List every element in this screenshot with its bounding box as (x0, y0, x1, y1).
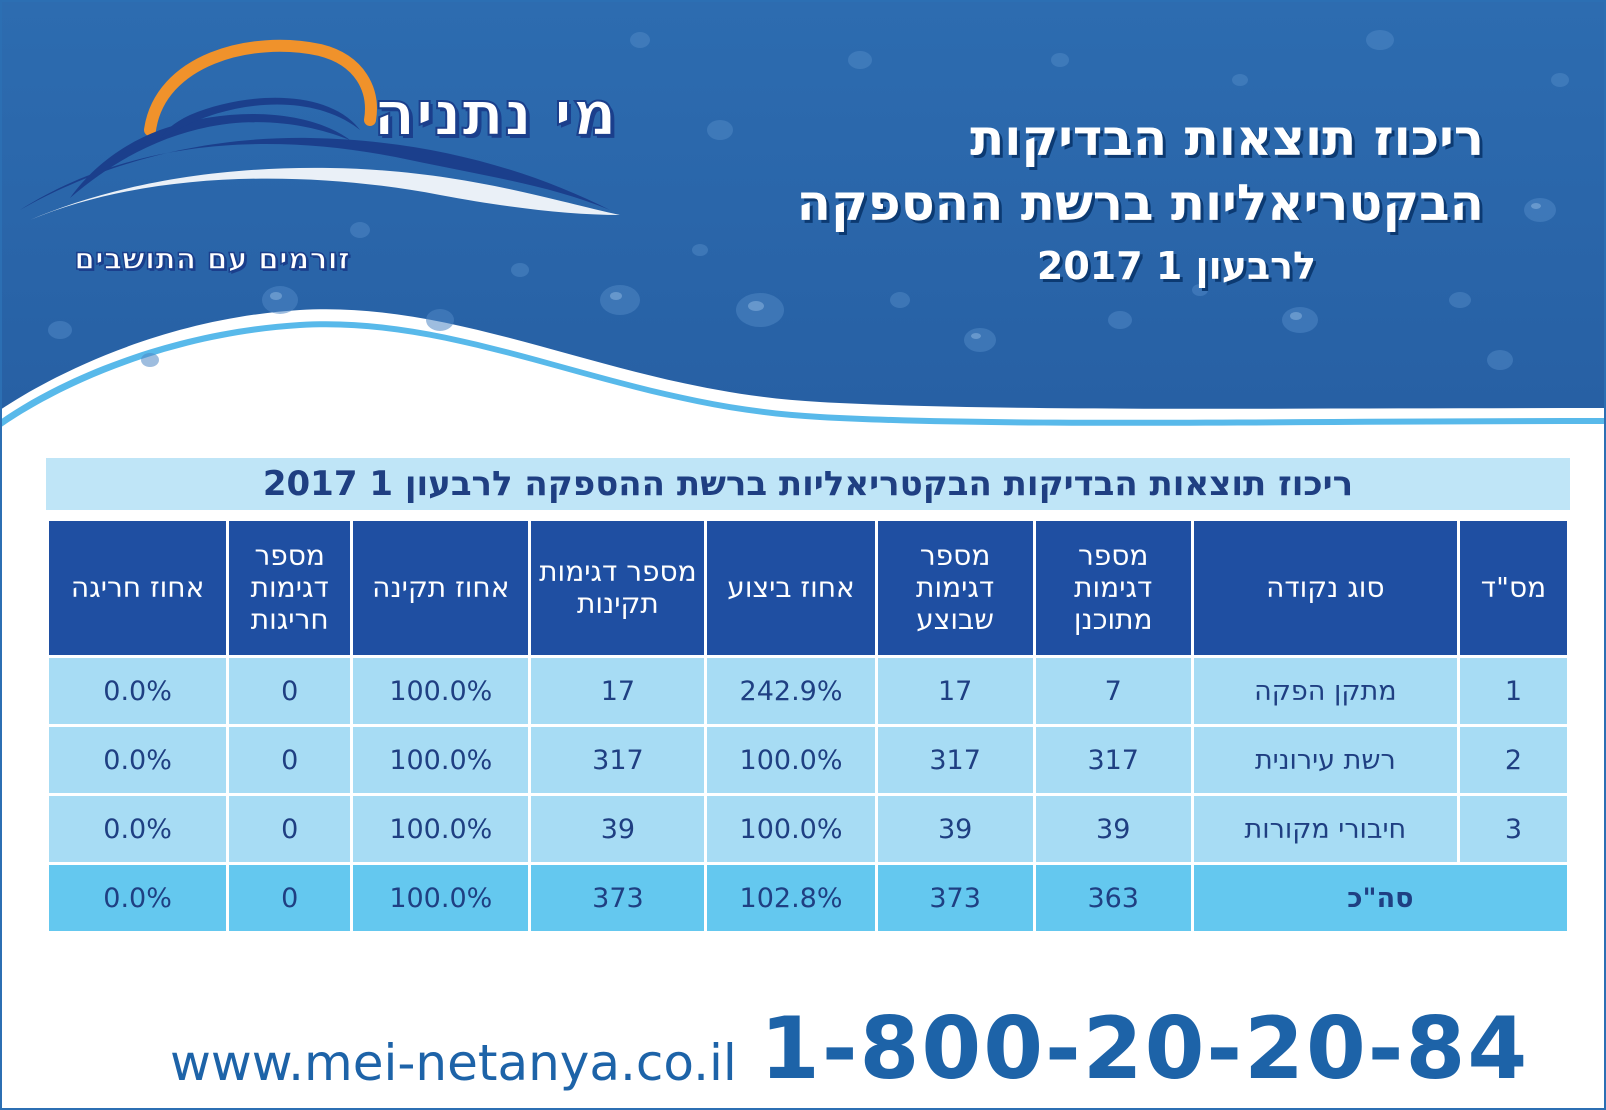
header-title-line-3: לרבעון 1 2017 (1036, 244, 1316, 288)
table-cell: 242.9% (704, 655, 878, 727)
header-cell: מספר דגימות שבוצע (874, 518, 1036, 658)
table-cell: 17 (528, 655, 708, 727)
header-banner: מי נתניה זורמים עם התושבים ריכוז תוצאות … (0, 0, 1606, 440)
table-cell: 100.0% (704, 724, 878, 796)
table-cell: 373 (528, 862, 708, 934)
table-cell: 39 (528, 793, 708, 865)
table-row: 2 רשת עירונית 317 317 100.0% 317 100.0% … (45, 724, 1571, 796)
table-cell: 100.0% (704, 793, 878, 865)
header-cell: מספר דגימות חריגות (226, 518, 354, 658)
table-cell: 363 (1032, 862, 1194, 934)
table-cell: 317 (528, 724, 708, 796)
table-row: 1 מתקן הפקה 7 17 242.9% 17 100.0% 0 0.0% (45, 655, 1571, 727)
logo-name: מי נתניה (372, 77, 618, 151)
table-cell: 0 (226, 724, 354, 796)
table-cell: 1 (1456, 655, 1571, 727)
header-cell: אחוז חריגה (45, 518, 230, 658)
total-label: סה"כ (1190, 862, 1571, 934)
table-cell: 39 (1032, 793, 1194, 865)
table-title: ריכוז תוצאות הבדיקות הבקטריאליות ברשת הה… (46, 458, 1570, 510)
table-cell: מתקן הפקה (1190, 655, 1460, 727)
table-cell: 0.0% (45, 655, 230, 727)
results-table-section: ריכוז תוצאות הבדיקות הבקטריאליות ברשת הה… (45, 458, 1571, 934)
header-cell: מספר דגימות תקינות (528, 518, 708, 658)
table-cell: 3 (1456, 793, 1571, 865)
table-cell: 100.0% (350, 862, 532, 934)
table-cell: 317 (1032, 724, 1194, 796)
header-cell: אחוז ביצוע (704, 518, 878, 658)
table-cell: 0 (226, 655, 354, 727)
table-header-row: מס"ד סוג נקודה מספר דגימות מתוכנן מספר ד… (45, 518, 1571, 658)
table-cell: רשת עירונית (1190, 724, 1460, 796)
table-row: 3 חיבורי מקורות 39 39 100.0% 39 100.0% 0… (45, 793, 1571, 865)
table-cell: 102.8% (704, 862, 878, 934)
table-cell: 373 (874, 862, 1036, 934)
table-total-row: סה"כ 363 373 102.8% 373 100.0% 0 0.0% (45, 862, 1571, 934)
header-cell: מס"ד (1456, 518, 1571, 658)
header-title-line-2: הבקטריאליות ברשת ההספקה (796, 174, 1484, 232)
table-cell: 7 (1032, 655, 1194, 727)
table-cell: 2 (1456, 724, 1571, 796)
logo-wave-emblem (20, 39, 620, 220)
header-cell: מספר דגימות מתוכנן (1032, 518, 1194, 658)
results-table: מס"ד סוג נקודה מספר דגימות מתוכנן מספר ד… (45, 518, 1571, 934)
table-cell: 39 (874, 793, 1036, 865)
header-cell: אחוז תקינה (350, 518, 532, 658)
mei-netanya-logo: מי נתניה זורמים עם התושבים (10, 20, 640, 280)
table-cell: 0.0% (45, 793, 230, 865)
table-cell: 0 (226, 862, 354, 934)
header-cell: סוג נקודה (1190, 518, 1460, 658)
website-link[interactable]: www.mei-netanya.co.il (170, 1034, 737, 1092)
table-cell: 100.0% (350, 655, 532, 727)
table-cell: 0 (226, 793, 354, 865)
table-cell: 317 (874, 724, 1036, 796)
phone-number[interactable]: 1-800-20-20-84 (760, 999, 1530, 1099)
header-title-line-1: ריכוז תוצאות הבדיקות (970, 109, 1484, 167)
table-cell: 100.0% (350, 793, 532, 865)
table-cell: 17 (874, 655, 1036, 727)
table-cell: 0.0% (45, 862, 230, 934)
table-cell: 100.0% (350, 724, 532, 796)
logo-slogan: זורמים עם התושבים (73, 241, 350, 278)
footer: www.mei-netanya.co.il 1-800-20-20-84 (0, 995, 1606, 1099)
table-cell: חיבורי מקורות (1190, 793, 1460, 865)
water-drops-background (0, 0, 1606, 428)
table-cell: 0.0% (45, 724, 230, 796)
